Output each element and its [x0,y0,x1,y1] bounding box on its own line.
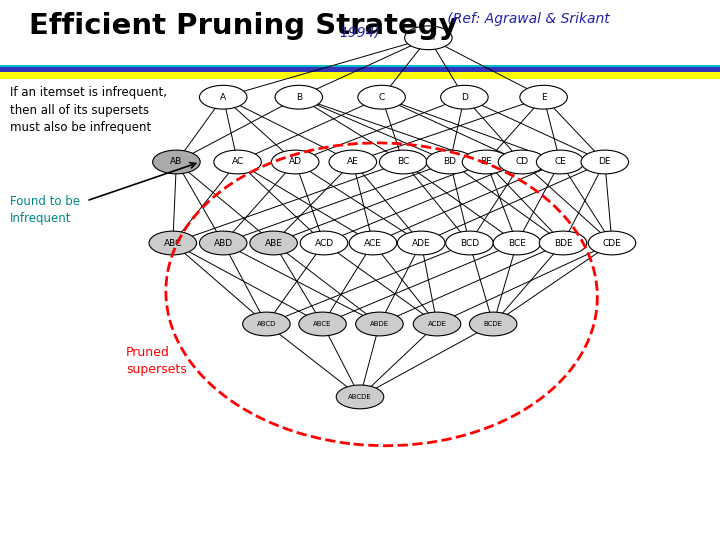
Ellipse shape [498,150,546,174]
Text: then all of its supersets: then all of its supersets [10,104,149,117]
Ellipse shape [405,26,452,50]
Ellipse shape [199,231,247,255]
Ellipse shape [446,231,493,255]
Ellipse shape [149,231,197,255]
Text: Found to be: Found to be [10,195,80,208]
Text: ABCD: ABCD [257,321,276,327]
Text: supersets: supersets [126,363,186,376]
Ellipse shape [214,150,261,174]
Ellipse shape [413,312,461,336]
Text: BD: BD [444,158,456,166]
Ellipse shape [358,85,405,109]
Ellipse shape [153,150,200,174]
Ellipse shape [397,231,445,255]
Ellipse shape [271,150,319,174]
Ellipse shape [349,231,397,255]
Text: Pruned: Pruned [126,346,170,359]
Text: CDE: CDE [603,239,621,247]
Ellipse shape [462,150,510,174]
Ellipse shape [356,312,403,336]
Ellipse shape [336,385,384,409]
Ellipse shape [469,312,517,336]
Text: ABDE: ABDE [370,321,389,327]
Ellipse shape [588,231,636,255]
Bar [0,71,720,79]
Ellipse shape [581,150,629,174]
Text: DE: DE [598,158,611,166]
Ellipse shape [441,85,488,109]
Text: AE: AE [347,158,359,166]
Text: C: C [379,93,384,102]
Ellipse shape [250,231,297,255]
Text: AD: AD [289,158,302,166]
Text: D: D [461,93,468,102]
Text: BC: BC [397,158,410,166]
Text: CD: CD [516,158,528,166]
Ellipse shape [426,150,474,174]
Text: A: A [220,93,226,102]
Bar [0,68,720,73]
Ellipse shape [329,150,377,174]
Bar [0,66,720,73]
Ellipse shape [539,231,587,255]
Ellipse shape [300,231,348,255]
Ellipse shape [493,231,541,255]
Text: null: null [422,35,435,41]
Ellipse shape [243,312,290,336]
Ellipse shape [520,85,567,109]
Text: ABCE: ABCE [313,321,332,327]
Text: ACE: ACE [364,239,382,247]
Text: E: E [541,93,546,102]
Text: BDE: BDE [554,239,572,247]
Text: BCE: BCE [508,239,526,247]
Text: AC: AC [231,158,244,166]
Text: If an itemset is infrequent,: If an itemset is infrequent, [10,86,167,99]
Text: ABD: ABD [214,239,233,247]
Text: ADE: ADE [412,239,431,247]
Text: (Ref: Agrawal & Srikant: (Ref: Agrawal & Srikant [443,12,610,26]
Ellipse shape [275,85,323,109]
Text: ABCDE: ABCDE [348,394,372,400]
Text: Efficient Pruning Strategy: Efficient Pruning Strategy [29,12,457,40]
Text: CE: CE [554,158,566,166]
Text: ACDE: ACDE [428,321,446,327]
Text: B: B [296,93,302,102]
Ellipse shape [536,150,584,174]
Text: ACD: ACD [315,239,333,247]
Text: Infrequent: Infrequent [10,212,71,225]
Text: ABC: ABC [163,239,182,247]
Text: BCD: BCD [460,239,479,247]
Bar [0,65,720,69]
Ellipse shape [379,150,427,174]
Text: AB: AB [170,158,183,166]
Text: must also be infrequent: must also be infrequent [10,121,151,134]
Ellipse shape [199,85,247,109]
Text: BCDE: BCDE [484,321,503,327]
Bar [0,72,720,79]
Text: 1994): 1994) [340,26,380,40]
Text: BE: BE [480,158,492,166]
Text: ABE: ABE [265,239,282,247]
Ellipse shape [299,312,346,336]
